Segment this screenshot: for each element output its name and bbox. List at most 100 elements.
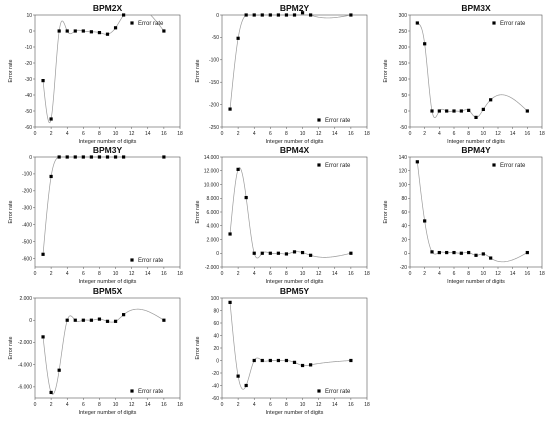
x-tick-label: 14 — [332, 131, 338, 137]
y-tick-label: -30 — [25, 77, 32, 83]
y-tick-label: -500 — [22, 239, 32, 245]
y-tick-label: 300 — [399, 13, 408, 19]
data-point — [474, 115, 478, 119]
data-point — [292, 360, 297, 364]
data-point — [292, 250, 297, 254]
y-tick-label: 14.000 — [204, 155, 220, 161]
x-tick-label: 10 — [300, 402, 306, 408]
x-tick-label: 18 — [539, 131, 545, 137]
y-axis-label: Error rate — [383, 59, 389, 82]
data-point — [89, 155, 93, 159]
x-tick-label: 16 — [348, 402, 354, 408]
x-tick-label: 14 — [332, 271, 338, 277]
data-point — [525, 109, 529, 113]
data-point — [284, 358, 289, 363]
fit-curve — [42, 156, 164, 255]
x-tick-label: 18 — [364, 131, 370, 137]
x-tick-label: 16 — [525, 271, 531, 277]
x-tick-label: 6 — [269, 131, 272, 137]
fit-curve — [42, 308, 165, 395]
x-tick-label: 16 — [161, 271, 167, 277]
data-point — [423, 42, 427, 46]
data-point — [489, 98, 493, 102]
data-point — [252, 251, 256, 255]
x-tick-label: 6 — [82, 271, 85, 277]
legend-label: Error rate — [500, 21, 526, 27]
y-axis-label: Error rate — [8, 336, 14, 359]
x-tick-label: 8 — [285, 131, 288, 137]
y-tick-label: 2.000 — [206, 237, 219, 243]
data-point — [268, 358, 272, 363]
data-point — [73, 29, 77, 33]
y-tick-label: 50 — [401, 93, 407, 99]
x-tick-label: 16 — [348, 131, 354, 137]
data-point — [445, 109, 449, 113]
y-tick-label: 6.000 — [206, 210, 219, 216]
y-axis-label: Error rate — [195, 200, 201, 223]
data-point — [236, 36, 240, 40]
data-point — [81, 155, 85, 159]
legend-marker — [130, 258, 134, 262]
y-axis-label: Error rate — [383, 200, 389, 223]
data-point — [300, 250, 305, 255]
data-point — [309, 13, 313, 17]
y-tick-label: 250 — [399, 29, 408, 35]
y-tick-label: -20 — [400, 265, 407, 271]
x-tick-label: 6 — [82, 402, 85, 408]
data-point — [57, 368, 61, 372]
x-tick-label: 6 — [453, 131, 456, 137]
y-tick-label: -4.000 — [18, 362, 32, 368]
chart-title: BPM3X — [461, 3, 491, 13]
data-point — [459, 109, 463, 113]
x-tick-label: 10 — [300, 271, 306, 277]
data-point — [122, 13, 126, 17]
y-tick-label: -6.000 — [18, 385, 32, 391]
x-tick-label: 4 — [253, 271, 256, 277]
y-tick-label: -2.000 — [18, 340, 32, 346]
data-point — [65, 155, 69, 159]
plot-frame — [221, 14, 368, 128]
x-tick-label: 18 — [177, 131, 183, 137]
data-point — [415, 21, 419, 25]
y-tick-label: 0 — [29, 155, 32, 161]
x-tick-label: 2 — [237, 402, 240, 408]
y-tick-label: 10.000 — [204, 182, 220, 188]
y-tick-label: -50 — [400, 125, 407, 131]
legend-label: Error rate — [500, 163, 526, 169]
y-axis-label: Error rate — [195, 59, 201, 82]
chart-panel-bpm3y: BPM3Y 0 2 4 6 8 10 12 14 16 18 0 -100 -200 -300 -400 -50… — [8, 145, 183, 285]
data-point — [349, 358, 353, 363]
y-tick-label: -600 — [22, 256, 32, 262]
y-tick-label: -2.000 — [205, 265, 219, 271]
x-axis-label: Integer number of digits — [447, 279, 505, 285]
y-tick-label: -20 — [212, 371, 219, 377]
y-tick-label: 120 — [399, 169, 408, 175]
x-tick-label: 2 — [50, 271, 53, 277]
fit-curve — [416, 161, 528, 263]
x-tick-label: 8 — [285, 402, 288, 408]
y-tick-label: 200 — [399, 45, 408, 51]
y-tick-label: 40 — [401, 224, 407, 230]
data-point — [105, 32, 110, 36]
x-tick-label: 4 — [66, 131, 69, 137]
y-tick-label: 100 — [211, 296, 220, 302]
y-tick-label: -40 — [212, 383, 219, 389]
x-tick-label: 16 — [525, 131, 531, 137]
x-tick-label: 2 — [50, 131, 53, 137]
x-tick-label: 12 — [495, 271, 501, 277]
data-point — [452, 250, 456, 255]
plot-frame — [34, 297, 181, 399]
x-tick-label: 12 — [316, 271, 322, 277]
x-axis-label: Integer number of digits — [266, 410, 324, 416]
plot-frame — [34, 14, 181, 128]
data-point — [49, 117, 53, 121]
data-point — [73, 318, 77, 322]
data-point — [113, 319, 118, 323]
chart-title: BPM5Y — [280, 286, 310, 296]
data-point — [228, 232, 232, 236]
x-tick-label: 2 — [50, 402, 53, 408]
x-tick-label: 14 — [145, 131, 151, 137]
data-point — [423, 219, 427, 223]
chart-panel-bpm5y: BPM5Y 0 2 4 6 8 10 12 14 16 18 100 80 60 40 20 0 -20 -40 -6… — [195, 286, 370, 416]
